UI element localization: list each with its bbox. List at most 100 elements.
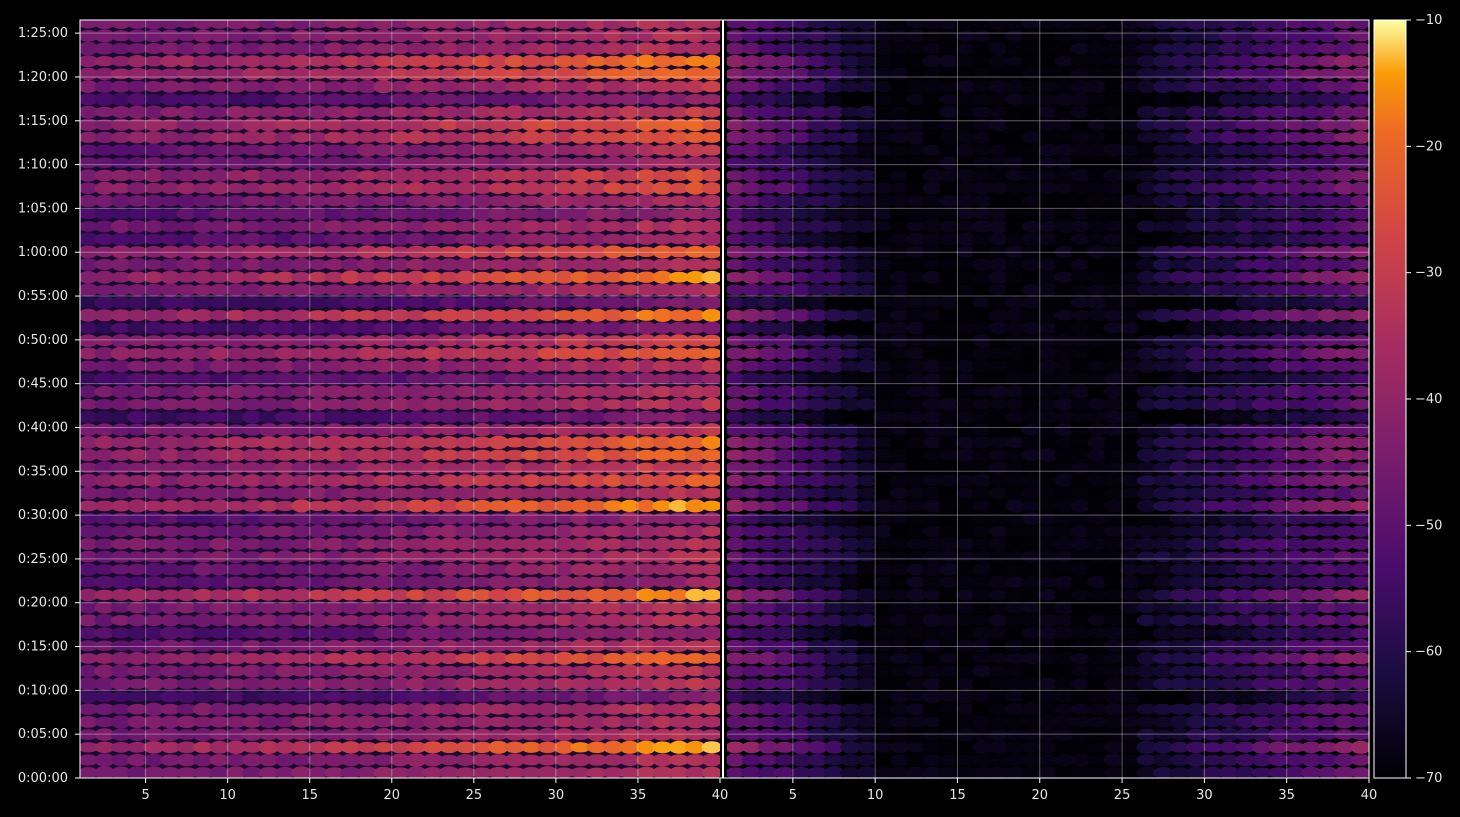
heatmap-cell xyxy=(439,436,460,449)
heatmap-cell xyxy=(340,601,361,615)
heatmap-cell xyxy=(1235,271,1256,283)
heatmap-cell xyxy=(636,410,657,424)
heatmap-cell xyxy=(422,423,443,436)
heatmap-cell xyxy=(389,385,411,399)
heatmap-cell xyxy=(1004,741,1026,754)
heatmap-cell xyxy=(741,487,762,499)
heatmap-cell xyxy=(1087,360,1108,372)
heatmap-cell xyxy=(840,144,861,156)
heatmap-cell xyxy=(1284,562,1306,576)
heatmap-cell xyxy=(1317,335,1339,347)
heatmap-cell xyxy=(1334,741,1355,754)
heatmap-cell xyxy=(1317,602,1339,614)
heatmap-cell xyxy=(521,246,542,258)
heatmap-cell xyxy=(110,589,132,601)
heatmap-cell xyxy=(790,474,812,487)
heatmap-cell xyxy=(1070,487,1092,500)
heatmap-cell xyxy=(422,551,443,562)
heatmap-cell xyxy=(823,639,845,652)
heatmap-cell xyxy=(357,373,378,385)
heatmap-cell xyxy=(939,143,960,157)
heatmap-cell xyxy=(1235,105,1256,119)
heatmap-cell xyxy=(652,398,673,410)
heatmap-cell xyxy=(192,474,214,487)
heatmap-cell xyxy=(537,143,558,157)
heatmap-cell xyxy=(357,360,378,372)
heatmap-cell xyxy=(291,42,312,55)
heatmap-cell xyxy=(1268,461,1289,474)
heatmap-cell xyxy=(889,270,910,284)
heatmap-cell xyxy=(972,703,993,715)
heatmap-cell xyxy=(1317,615,1339,626)
heatmap-cell xyxy=(553,411,575,423)
heatmap-cell xyxy=(652,563,673,576)
heatmap-cell xyxy=(504,359,526,373)
heatmap-cell xyxy=(242,423,263,436)
heatmap-cell xyxy=(774,67,795,81)
heatmap-cell xyxy=(291,143,312,157)
heatmap-cell xyxy=(741,118,762,131)
heatmap-cell xyxy=(988,741,1009,754)
heatmap-cell xyxy=(790,411,812,423)
heatmap-cell xyxy=(1284,588,1306,602)
heatmap-cell xyxy=(939,182,960,195)
heatmap-cell xyxy=(357,170,378,181)
heatmap-cell xyxy=(840,411,861,423)
heatmap-cell xyxy=(340,131,361,144)
heatmap-cell xyxy=(922,169,943,182)
heatmap-cell xyxy=(373,525,394,538)
heatmap-cell xyxy=(389,411,411,423)
heatmap-cell xyxy=(291,665,312,677)
heatmap-cell xyxy=(988,766,1009,778)
heatmap-cell xyxy=(1186,627,1207,639)
heatmap-cell xyxy=(889,348,910,359)
heatmap-cell xyxy=(1087,42,1108,55)
heatmap-cell xyxy=(1251,93,1273,105)
heatmap-cell xyxy=(570,436,591,449)
heatmap-cell xyxy=(422,411,443,423)
heatmap-cell xyxy=(727,499,746,513)
heatmap-cell xyxy=(652,93,673,106)
heatmap-cell xyxy=(603,525,624,538)
heatmap-cell xyxy=(1301,601,1322,614)
heatmap-cell xyxy=(274,728,296,741)
heatmap-cell xyxy=(307,207,329,221)
heatmap-cell xyxy=(1218,411,1240,423)
heatmap-cell xyxy=(406,80,427,93)
heatmap-cell xyxy=(1235,360,1256,372)
heatmap-cell xyxy=(553,169,575,182)
heatmap-cell xyxy=(209,614,230,627)
heatmap-cell xyxy=(790,524,812,538)
heatmap-cell xyxy=(406,195,427,207)
heatmap-cell xyxy=(1037,589,1059,601)
heatmap-cell xyxy=(357,741,378,753)
heatmap-cell xyxy=(1037,486,1059,500)
heatmap-cell xyxy=(922,576,943,588)
heatmap-cell xyxy=(889,194,910,208)
heatmap-cell xyxy=(1334,601,1355,614)
heatmap-cell xyxy=(1136,195,1158,207)
heatmap-cell xyxy=(1350,703,1369,716)
heatmap-cell xyxy=(307,372,329,385)
heatmap-cell xyxy=(422,156,443,169)
heatmap-cell xyxy=(242,42,263,55)
heatmap-cell xyxy=(1301,296,1322,309)
heatmap-cell xyxy=(225,334,247,348)
heatmap-cell xyxy=(94,512,115,525)
heatmap-cell xyxy=(1235,564,1256,575)
heatmap-cell xyxy=(274,500,296,512)
y-tick-label: 0:45:00 xyxy=(18,377,68,392)
heatmap-cell xyxy=(774,143,795,157)
heatmap-cell xyxy=(1218,360,1240,372)
heatmap-cell xyxy=(701,563,720,576)
heatmap-cell xyxy=(1054,677,1075,691)
heatmap-cell xyxy=(176,55,197,68)
heatmap-cell xyxy=(1021,144,1042,157)
heatmap-cell xyxy=(373,589,394,601)
heatmap-cell xyxy=(652,297,673,308)
heatmap-cell xyxy=(1235,195,1256,207)
heatmap-cell xyxy=(422,741,443,754)
heatmap-cell xyxy=(1021,132,1042,143)
heatmap-cell xyxy=(988,144,1009,156)
heatmap-cell xyxy=(685,423,706,437)
